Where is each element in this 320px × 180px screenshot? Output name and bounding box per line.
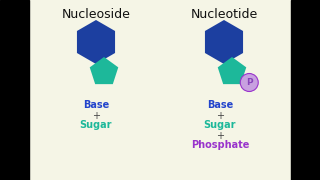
Text: Sugar: Sugar: [80, 120, 112, 130]
Bar: [291, 0, 320, 180]
Text: Base: Base: [207, 100, 233, 110]
Polygon shape: [90, 57, 118, 84]
Text: Nucleotide: Nucleotide: [190, 8, 258, 21]
Polygon shape: [218, 57, 246, 84]
Text: Sugar: Sugar: [204, 120, 236, 130]
Polygon shape: [205, 20, 243, 64]
Circle shape: [240, 73, 258, 91]
Text: +: +: [216, 131, 224, 141]
Text: P: P: [246, 78, 252, 87]
Text: +: +: [92, 111, 100, 121]
Text: +: +: [216, 111, 224, 121]
Text: Nucleoside: Nucleoside: [61, 8, 131, 21]
Text: Phosphate: Phosphate: [191, 140, 249, 150]
Text: Base: Base: [83, 100, 109, 110]
Bar: [0, 0, 29, 180]
Polygon shape: [77, 20, 115, 64]
